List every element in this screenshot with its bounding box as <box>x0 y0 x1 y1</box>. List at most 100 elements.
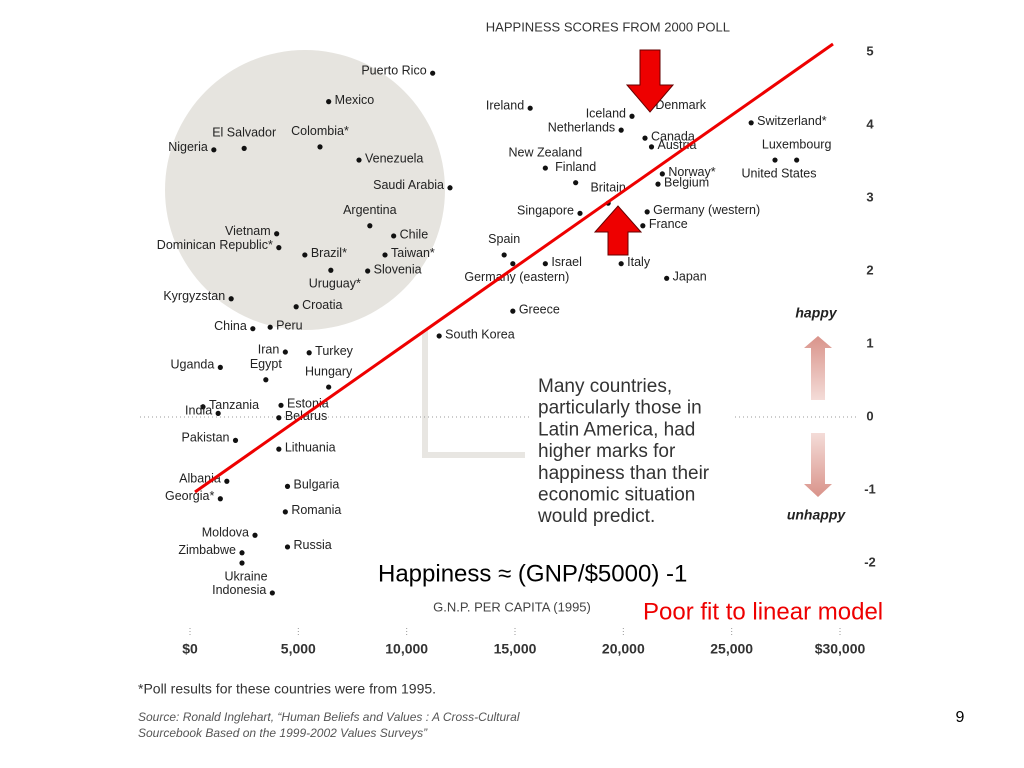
annotation-line: higher marks for <box>538 441 676 462</box>
point-label: Uganda <box>171 358 215 372</box>
point-label: Indonesia <box>212 583 266 597</box>
annotation-line: happiness than their <box>538 463 710 484</box>
data-point <box>794 157 800 163</box>
data-point <box>642 135 648 141</box>
data-point <box>510 308 516 314</box>
data-point <box>302 252 308 258</box>
y-tick-label: 5 <box>866 43 873 58</box>
point-label: China <box>214 319 247 333</box>
latin-america-highlight <box>165 50 445 330</box>
data-point <box>772 157 778 163</box>
data-point <box>215 410 221 416</box>
data-point <box>217 364 223 370</box>
point-label: Brazil* <box>311 246 347 260</box>
point-label: Singapore <box>517 204 574 218</box>
annotation-line: Latin America, had <box>538 419 695 440</box>
point-label: Austria <box>658 138 697 152</box>
point-label: Britain <box>590 180 625 194</box>
data-point <box>382 252 388 258</box>
highlight-bracket <box>422 330 535 458</box>
point-label: Venezuela <box>365 151 423 165</box>
point-label: Peru <box>276 319 302 333</box>
data-point <box>629 113 635 119</box>
data-point <box>306 350 312 356</box>
point-label: Saudi Arabia <box>373 178 444 192</box>
data-point <box>250 326 256 332</box>
x-tick-label: 10,000 <box>385 641 428 657</box>
point-label: Croatia <box>302 298 342 312</box>
x-tick-label: $30,000 <box>815 641 866 657</box>
data-point <box>577 210 583 216</box>
point-label: Finland <box>555 160 596 174</box>
data-point <box>655 181 661 187</box>
data-point <box>252 532 258 538</box>
point-label: Israel <box>551 255 582 269</box>
data-point <box>640 223 646 229</box>
point-label: France <box>649 217 688 231</box>
point-label: Turkey <box>315 344 353 358</box>
point-label: Tanzania <box>209 398 259 412</box>
point-label: Uruguay* <box>309 277 361 291</box>
y-tick-label: 2 <box>866 262 873 277</box>
y-tick-label: -1 <box>864 481 876 496</box>
y-tick-label: 4 <box>866 116 874 131</box>
data-point <box>365 268 371 274</box>
point-label: Luxembourg <box>762 137 832 151</box>
annotation-line: economic situation <box>538 485 695 506</box>
point-label: Mexico <box>335 93 375 107</box>
point-label: Puerto Rico <box>361 63 426 77</box>
data-point <box>211 147 217 153</box>
point-label: Ukraine <box>224 569 267 583</box>
point-label: Russia <box>294 538 332 552</box>
footnote: *Poll results for these countries were f… <box>138 681 436 697</box>
point-label: Switzerland* <box>757 114 827 128</box>
point-label: Moldova <box>202 526 249 540</box>
point-label: Hungary <box>305 364 353 378</box>
data-point <box>263 377 269 383</box>
slide-number: 9 <box>956 709 965 726</box>
data-point <box>293 304 299 310</box>
data-point <box>267 324 273 330</box>
point-label: United States <box>741 166 816 180</box>
point-label: El Salvador <box>212 126 276 140</box>
point-label: Argentina <box>343 203 397 217</box>
data-point <box>391 233 397 239</box>
data-point <box>239 550 245 556</box>
unhappy-arrow <box>804 433 832 497</box>
point-label: Germany (eastern) <box>464 270 569 284</box>
point-label: Vietnam <box>225 224 271 238</box>
data-point <box>228 296 234 302</box>
data-point <box>282 509 288 515</box>
fit-note: Poor fit to linear model <box>643 598 883 625</box>
x-tick-label: 5,000 <box>281 641 316 657</box>
data-point <box>367 223 373 229</box>
red-arrow-down <box>625 49 675 113</box>
data-point <box>573 180 579 186</box>
data-point <box>542 261 548 267</box>
data-point <box>224 478 230 484</box>
data-point <box>648 144 655 150</box>
point-label: South Korea <box>445 327 515 341</box>
annotation-line: would predict. <box>537 506 655 527</box>
linear-model-line <box>194 42 834 494</box>
happy-arrow <box>804 336 832 400</box>
data-point <box>269 590 275 596</box>
data-point <box>284 483 291 489</box>
point-label: Colombia* <box>291 124 349 138</box>
model-formula: Happiness ≈ (GNP/$5000) -1 <box>378 560 687 587</box>
data-point <box>510 261 516 267</box>
point-label: Ireland <box>486 99 524 113</box>
point-label: Pakistan <box>182 431 230 445</box>
data-point <box>326 384 332 390</box>
data-point <box>356 157 362 163</box>
point-label: Georgia* <box>165 489 214 503</box>
data-point <box>217 496 223 502</box>
point-label: Egypt <box>250 357 282 371</box>
data-point <box>274 231 280 237</box>
data-point <box>328 267 334 273</box>
data-point <box>542 165 548 171</box>
x-tick-label: 20,000 <box>602 641 645 657</box>
point-label: Belgium <box>664 175 709 189</box>
point-label: Japan <box>673 270 707 284</box>
point-label: Belarus <box>285 409 327 423</box>
